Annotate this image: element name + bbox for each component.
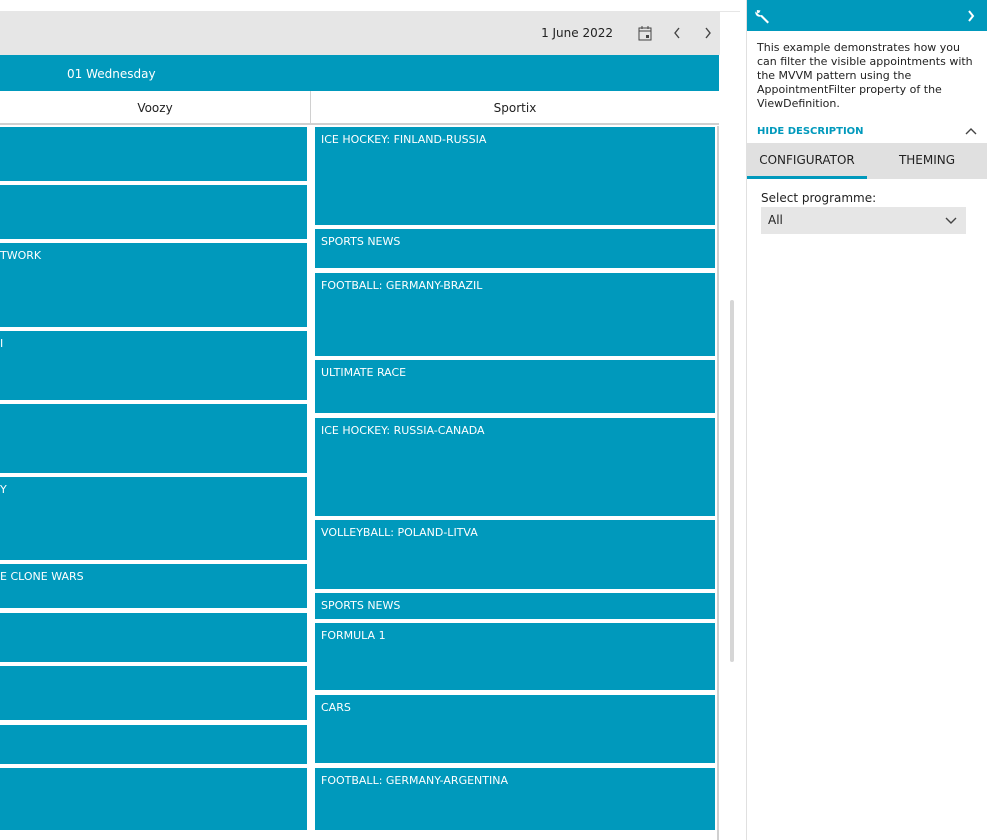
example-description: This example demonstrates how you can fi… bbox=[757, 41, 973, 110]
appointment-sportix[interactable]: ULTIMATE RACE bbox=[315, 360, 715, 413]
example-panel: This example demonstrates how you can fi… bbox=[746, 0, 987, 840]
panel-header bbox=[747, 0, 987, 31]
programme-select[interactable]: All bbox=[761, 207, 966, 234]
appointment-voozy[interactable] bbox=[0, 613, 307, 662]
select-programme-label: Select programme: bbox=[761, 191, 877, 205]
appointment-sportix[interactable]: CARS bbox=[315, 695, 715, 763]
top-border bbox=[0, 0, 740, 12]
appointment-voozy[interactable] bbox=[0, 725, 307, 764]
appointment-sportix[interactable]: FOOTBALL: GERMANY-BRAZIL bbox=[315, 273, 715, 356]
appointment-voozy[interactable] bbox=[0, 127, 307, 181]
appointment-sportix[interactable]: VOLLEYBALL: POLAND-LITVA bbox=[315, 520, 715, 589]
panel-tabs: CONFIGURATOR THEMING bbox=[747, 143, 987, 179]
appointment-voozy[interactable] bbox=[0, 404, 307, 473]
appointment-voozy[interactable] bbox=[0, 768, 307, 830]
appointment-voozy[interactable]: E CLONE WARS bbox=[0, 564, 307, 608]
calendar-icon[interactable] bbox=[635, 23, 655, 43]
hide-description-label: HIDE DESCRIPTION bbox=[757, 126, 864, 137]
chevron-left-icon[interactable] bbox=[667, 23, 687, 43]
day-header: 01 Wednesday bbox=[0, 55, 719, 91]
appointment-voozy[interactable] bbox=[0, 666, 307, 720]
chevron-down-icon bbox=[945, 217, 957, 224]
chevron-right-icon[interactable] bbox=[698, 23, 718, 43]
wrench-icon bbox=[755, 10, 769, 24]
vertical-scrollbar[interactable] bbox=[730, 300, 734, 662]
resource-header-voozy: Voozy bbox=[0, 91, 311, 125]
appointment-voozy[interactable]: I bbox=[0, 331, 307, 400]
scheduler-toolbar: 1 June 2022 bbox=[0, 12, 720, 55]
appointment-sportix[interactable]: SPORTS NEWS bbox=[315, 229, 715, 268]
chevron-up-icon bbox=[965, 128, 977, 135]
appointment-sportix[interactable]: ICE HOCKEY: FINLAND-RUSSIA bbox=[315, 127, 715, 225]
appointment-voozy[interactable]: TWORK bbox=[0, 243, 307, 327]
appointment-sportix[interactable]: ICE HOCKEY: RUSSIA-CANADA bbox=[315, 418, 715, 516]
appointment-voozy[interactable]: Y bbox=[0, 477, 307, 560]
tab-theming[interactable]: THEMING bbox=[898, 153, 956, 167]
collapse-panel-chevron-icon[interactable] bbox=[967, 10, 975, 22]
appointment-sportix[interactable]: FORMULA 1 bbox=[315, 623, 715, 690]
appointment-voozy[interactable] bbox=[0, 185, 307, 239]
appointment-sportix[interactable]: FOOTBALL: GERMANY-ARGENTINA bbox=[315, 768, 715, 830]
programme-select-value: All bbox=[768, 213, 783, 227]
day-header-label: 01 Wednesday bbox=[67, 67, 156, 81]
appointments-grid: TWORK I Y E CLONE WARS ICE HOCKEY: FINLAND-R… bbox=[0, 126, 719, 840]
appointment-sportix[interactable]: SPORTS NEWS bbox=[315, 593, 715, 619]
resource-header-sportix: Sportix bbox=[311, 91, 719, 125]
tab-configurator[interactable]: CONFIGURATOR bbox=[747, 143, 867, 179]
hide-description-button[interactable]: HIDE DESCRIPTION bbox=[747, 117, 987, 143]
current-date: 1 June 2022 bbox=[541, 26, 613, 40]
